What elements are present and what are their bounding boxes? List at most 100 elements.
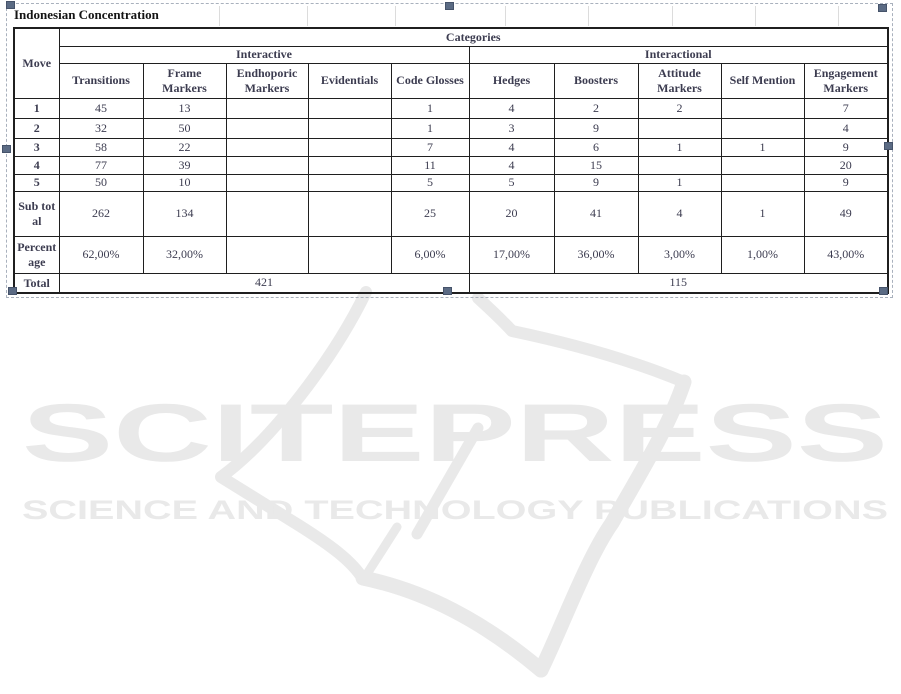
resize-handle-mid-left[interactable] xyxy=(2,145,11,153)
data-cell: 13 xyxy=(142,97,227,119)
data-cell: 7 xyxy=(803,97,889,119)
data-cell xyxy=(225,155,309,175)
data-cell: 9 xyxy=(553,173,639,192)
data-cell: 7 xyxy=(390,137,470,157)
row-label: 5 xyxy=(13,173,60,192)
data-cell xyxy=(637,117,722,139)
data-cell xyxy=(720,117,805,139)
column-header: Evidentials xyxy=(307,62,392,99)
table-row: 1 45 13 1 4 2 2 7 xyxy=(13,97,889,119)
row-label: Percentage xyxy=(13,235,60,274)
data-cell xyxy=(307,235,392,274)
column-header: Endhoporic Markers xyxy=(225,62,309,99)
data-cell: 45 xyxy=(58,97,144,119)
data-cell: 50 xyxy=(58,173,144,192)
metadiscourse-table[interactable]: Move Categories Interactive Interactiona… xyxy=(13,27,889,294)
data-cell: 3 xyxy=(468,117,555,139)
grid-line xyxy=(395,6,396,26)
data-cell xyxy=(307,190,392,237)
data-cell: 20 xyxy=(468,190,555,237)
data-cell: 50 xyxy=(142,117,227,139)
data-cell xyxy=(225,117,309,139)
categories-header: Categories xyxy=(58,27,889,47)
data-cell: 9 xyxy=(553,117,639,139)
resize-handle-bottom-right[interactable] xyxy=(879,287,888,295)
grid-line xyxy=(219,6,220,26)
data-cell xyxy=(720,97,805,119)
data-cell: 36,00% xyxy=(553,235,639,274)
grid-line xyxy=(505,6,506,26)
data-cell: 1 xyxy=(720,137,805,157)
data-cell: 77 xyxy=(58,155,144,175)
column-header: Code Glosses xyxy=(390,62,470,99)
table-title: Indonesian Concentration xyxy=(14,7,159,22)
data-cell: 1 xyxy=(390,117,470,139)
data-cell: 43,00% xyxy=(803,235,889,274)
data-cell: 49 xyxy=(803,190,889,237)
resize-handle-top-left[interactable] xyxy=(6,1,15,9)
group-header-interactional: Interactional xyxy=(468,45,889,64)
data-cell xyxy=(720,173,805,192)
resize-handle-top-center[interactable] xyxy=(445,2,454,10)
data-cell: 4 xyxy=(468,97,555,119)
column-header: Hedges xyxy=(468,62,555,99)
table-row: 2 32 50 1 3 9 4 xyxy=(13,117,889,139)
watermark-wordmark: SCITEPRESS xyxy=(22,388,888,479)
grid-line xyxy=(672,6,673,26)
data-cell: 39 xyxy=(142,155,227,175)
data-cell: 25 xyxy=(390,190,470,237)
data-cell: 41 xyxy=(553,190,639,237)
data-cell: 9 xyxy=(803,173,889,192)
data-cell: 20 xyxy=(803,155,889,175)
data-cell xyxy=(225,190,309,237)
data-cell: 5 xyxy=(390,173,470,192)
data-cell xyxy=(225,97,309,119)
data-cell xyxy=(307,155,392,175)
resize-handle-bottom-left[interactable] xyxy=(8,287,17,295)
resize-handle-top-right[interactable] xyxy=(878,4,887,12)
data-cell: 134 xyxy=(142,190,227,237)
data-cell: 10 xyxy=(142,173,227,192)
data-cell: 3,00% xyxy=(637,235,722,274)
data-cell: 58 xyxy=(58,137,144,157)
data-cell: 6 xyxy=(553,137,639,157)
data-cell xyxy=(225,235,309,274)
grid-line xyxy=(307,6,308,26)
data-cell: 4 xyxy=(468,155,555,175)
total-interactional-cell: 115 xyxy=(468,272,889,294)
column-header: Transitions xyxy=(58,62,144,99)
data-cell: 22 xyxy=(142,137,227,157)
data-cell: 5 xyxy=(468,173,555,192)
watermark-subtitle: SCIENCE AND TECHNOLOGY PUBLICATIONS xyxy=(22,495,888,525)
data-cell: 1,00% xyxy=(720,235,805,274)
data-cell: 17,00% xyxy=(468,235,555,274)
column-header: Attitude Markers xyxy=(637,62,722,99)
data-cell xyxy=(307,137,392,157)
data-cell: 6,00% xyxy=(390,235,470,274)
table-row: 4 77 39 11 4 15 20 xyxy=(13,155,889,175)
table-row: 3 58 22 7 4 6 1 1 9 xyxy=(13,137,889,157)
data-cell xyxy=(637,155,722,175)
column-header: Engagement Markers xyxy=(803,62,889,99)
data-cell xyxy=(225,173,309,192)
data-cell: 4 xyxy=(637,190,722,237)
row-label: 2 xyxy=(13,117,60,139)
total-label: Total xyxy=(13,272,60,294)
resize-handle-mid-right[interactable] xyxy=(884,142,893,150)
data-cell: 1 xyxy=(637,137,722,157)
column-header: Self Mention xyxy=(720,62,805,99)
resize-handle-bottom-center[interactable] xyxy=(443,287,452,295)
row-label: Sub total xyxy=(13,190,60,237)
column-header: Boosters xyxy=(553,62,639,99)
data-cell xyxy=(307,97,392,119)
total-interactive-cell: 421 xyxy=(58,272,470,294)
grid-line xyxy=(588,6,589,26)
data-cell: 1 xyxy=(637,173,722,192)
data-cell: 2 xyxy=(637,97,722,119)
row-label: 4 xyxy=(13,155,60,175)
open-book-logo-icon xyxy=(215,286,692,678)
data-cell: 11 xyxy=(390,155,470,175)
data-cell: 1 xyxy=(390,97,470,119)
data-cell: 1 xyxy=(720,190,805,237)
